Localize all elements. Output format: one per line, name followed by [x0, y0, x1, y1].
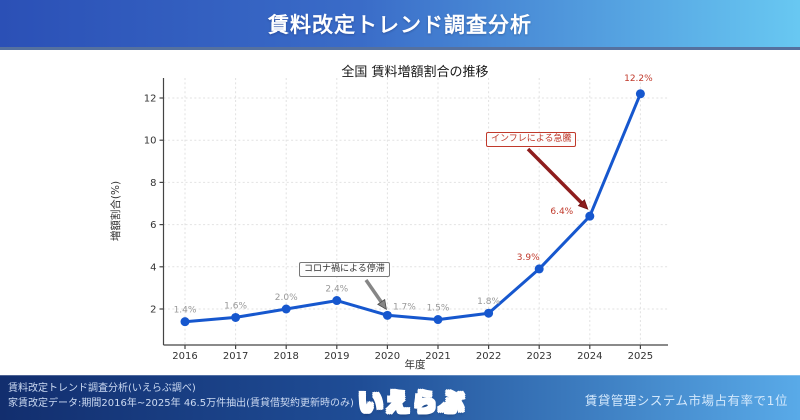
ielove-logo: いえらぶ: [357, 387, 467, 418]
footer-source-text: 賃料改定トレンド調査分析(いえらぶ調べ) 家賃改定データ:期間2016年~202…: [8, 381, 354, 411]
point-label-2019: 2.4%: [325, 285, 348, 295]
svg-text:2023: 2023: [526, 351, 551, 362]
svg-text:4: 4: [150, 262, 156, 273]
data-point-2022: [484, 308, 494, 318]
point-label-2017: 1.6%: [224, 301, 247, 311]
point-label-2021: 1.5%: [427, 304, 450, 314]
svg-text:8: 8: [150, 178, 156, 189]
point-label-2022: 1.8%: [477, 297, 500, 307]
data-point-2020: [382, 310, 392, 320]
point-labels: 1.4% 1.6% 2.0% 2.4% 1.7% 1.5% 1.8% 3.9% 6.4% 12.2…: [174, 74, 654, 316]
svg-text:10: 10: [144, 136, 157, 147]
point-label-2020: 1.7%: [393, 302, 416, 312]
x-axis-label: 年度: [404, 359, 426, 371]
series-rent-increase: [180, 89, 645, 327]
annotation-inflation-surge: インフレによる急騰: [486, 132, 577, 147]
data-point-2016: [180, 317, 190, 327]
data-point-2017: [231, 312, 241, 322]
footer-source-line1: 賃料改定トレンド調査分析(いえらぶ調べ): [8, 383, 196, 394]
footer-market-share-text: 賃貸管理システム市場占有率で1位: [584, 393, 788, 408]
data-point-2023: [534, 264, 544, 274]
svg-text:2018: 2018: [273, 351, 298, 362]
data-point-2025: [635, 89, 645, 99]
svg-text:2022: 2022: [476, 351, 501, 362]
svg-text:2016: 2016: [172, 351, 197, 362]
svg-text:2020: 2020: [375, 351, 400, 362]
data-point-2024: [585, 211, 595, 221]
axes: 2 4 6 8 10 12 2016 2017 2018 2019 2020 2021 2022 2023…: [144, 78, 668, 362]
footer-banner: 賃料改定トレンド調査分析(いえらぶ調べ) 家賃改定データ:期間2016年~202…: [0, 375, 800, 420]
point-label-2018: 2.0%: [275, 293, 298, 303]
data-point-2021: [433, 315, 443, 325]
header-banner: 賃料改定トレンド調査分析: [0, 0, 800, 50]
point-label-2024: 6.4%: [550, 207, 573, 217]
svg-text:6: 6: [150, 220, 156, 231]
point-label-2023: 3.9%: [517, 253, 540, 263]
footer-source-line2: 家賃改定データ:期間2016年~2025年 46.5万件抽出(賃貸借契約更新時の…: [8, 398, 354, 409]
svg-text:12: 12: [144, 94, 157, 105]
svg-text:2019: 2019: [324, 351, 349, 362]
svg-text:2025: 2025: [628, 351, 653, 362]
svg-text:2: 2: [150, 305, 156, 316]
data-point-2019: [332, 296, 342, 306]
annotation-covid-stagnation: コロナ禍による停滞: [299, 262, 390, 277]
annotation-arrows: [364, 147, 589, 311]
point-label-2016: 1.4%: [174, 306, 197, 316]
point-label-2025: 12.2%: [624, 74, 653, 84]
svg-text:2024: 2024: [577, 351, 602, 362]
grid-lines: [163, 78, 668, 345]
svg-text:2021: 2021: [425, 351, 450, 362]
svg-text:2017: 2017: [223, 351, 248, 362]
page-title: 賃料改定トレンド調査分析: [268, 12, 532, 37]
y-axis-label: 増額割合(%): [110, 180, 122, 242]
data-point-2018: [281, 304, 291, 314]
chart-title: 全国 賃料増額割合の推移: [341, 65, 489, 80]
